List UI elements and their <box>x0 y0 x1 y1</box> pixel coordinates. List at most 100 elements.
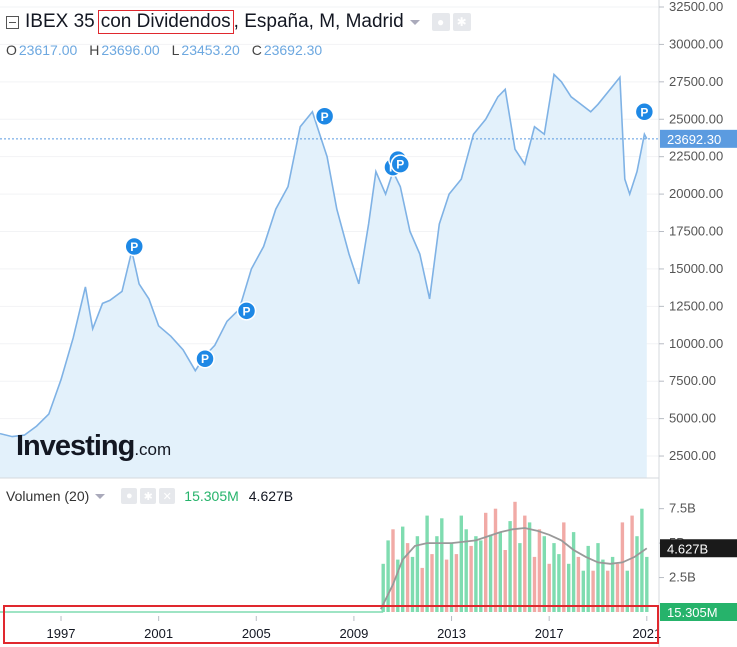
x-tick-label: 2017 <box>535 626 564 641</box>
volume-bar <box>523 515 527 612</box>
price-axis[interactable]: 2500.00 5000.00 7500.00 10000.00 12500.00 150… <box>659 0 723 463</box>
gear-icon[interactable]: ✱ <box>140 488 157 504</box>
volume-bar <box>606 570 610 612</box>
volume-bar <box>449 543 454 612</box>
last-price-badge: 23692.30 <box>667 132 721 147</box>
volume-bar <box>425 515 429 612</box>
x-tick-label: 2021 <box>632 626 661 641</box>
eye-icon[interactable]: ● <box>431 13 450 31</box>
x-tick-label: 1997 <box>47 626 76 641</box>
eye-icon[interactable]: ● <box>121 488 138 504</box>
volume-bar <box>513 501 517 612</box>
dividend-marker-label: P <box>640 105 648 119</box>
volume-bar <box>547 563 551 612</box>
volume-bar <box>498 532 502 612</box>
volume-bar <box>503 550 507 612</box>
last-price-badge-bg <box>660 129 737 148</box>
time-axis-highlight-box <box>3 605 659 644</box>
dividend-marker-label: P <box>201 352 209 366</box>
volume-title: Volumen (20) <box>6 488 90 504</box>
dividend-marker <box>195 348 215 369</box>
volume-ma-badge: 4.627B <box>667 541 708 556</box>
volume-bar <box>591 570 595 612</box>
volume-bar <box>508 521 512 612</box>
volume-bar <box>459 515 463 612</box>
volume-last-badge: 15.305M <box>667 605 718 620</box>
y-tick-label: 22500.00 <box>669 149 723 164</box>
price-line <box>0 72 648 438</box>
close-icon[interactable]: ✕ <box>159 488 176 504</box>
volume-ma-value: 4.627B <box>248 488 294 504</box>
volume-bar <box>645 556 649 612</box>
volume-bar <box>635 536 639 612</box>
dividend-marker <box>236 301 257 321</box>
y-tick-label: 27500.00 <box>669 74 723 89</box>
chevron-down-icon[interactable] <box>409 19 420 25</box>
dividend-marker-label: P <box>243 304 251 318</box>
dividend-marker <box>634 102 655 122</box>
volume-bar <box>381 563 385 612</box>
ohlc-open-label: O <box>6 42 17 58</box>
volume-bar <box>615 563 620 612</box>
investing-logo: Investing.com <box>16 430 171 463</box>
y-tick-label: 32500.00 <box>669 0 723 14</box>
volume-bar <box>596 543 600 612</box>
volume-bar <box>386 540 390 612</box>
volume-bar <box>571 532 576 612</box>
dividend-markers: PPPPPPPP <box>124 102 655 369</box>
symbol-header: IBEX 35 con Dividendos , España, M, Madr… <box>6 10 474 34</box>
x-tick-label: 2005 <box>242 626 271 641</box>
volume-bar <box>464 529 468 612</box>
ohlc-close-label: C <box>251 42 262 58</box>
volume-bar <box>391 529 395 612</box>
volume-bar <box>396 559 400 612</box>
symbol-title-highlight: con Dividendos <box>97 10 234 34</box>
x-tick-label: 2013 <box>437 626 466 641</box>
time-axis[interactable]: 1997 2001 2005 2009 2013 2017 2021 <box>47 616 662 641</box>
volume-bar <box>601 559 605 612</box>
ohlc-high-label: H <box>89 42 100 58</box>
volume-bar <box>532 556 537 612</box>
dividend-marker <box>390 154 411 174</box>
ohlc-high-value: 23696.00 <box>101 42 160 58</box>
y-tick-label: 17500.00 <box>669 224 723 239</box>
volume-bar <box>488 534 493 612</box>
volume-bar <box>625 570 629 612</box>
volume-bar <box>410 556 415 612</box>
volume-bars <box>0 501 649 613</box>
volume-bar <box>518 543 522 612</box>
collapse-icon[interactable] <box>6 15 19 29</box>
volume-bar <box>440 518 444 612</box>
volume-value: 15.305M <box>184 488 239 504</box>
ohlc-low-value: 23453.20 <box>181 42 240 58</box>
volume-bar <box>405 543 410 612</box>
volume-ma-line <box>379 527 648 610</box>
price-area <box>0 74 647 479</box>
ohlc-legend: O 23617.00 H 23696.00 L 23453.20 C 23692.30 <box>6 42 330 58</box>
volume-ma-badge-bg <box>660 539 737 558</box>
volume-bar <box>401 526 405 612</box>
x-tick-label: 2009 <box>339 626 368 641</box>
volume-bar <box>640 508 644 612</box>
volume-bar <box>586 545 590 612</box>
volume-bar <box>415 536 420 612</box>
volume-bar <box>474 536 478 612</box>
axis-badges: 23692.30 4.627B 15.305M <box>660 129 737 621</box>
gear-icon[interactable]: ✱ <box>452 13 471 31</box>
volume-bar <box>557 554 561 612</box>
volume-bar <box>479 540 483 612</box>
ohlc-close-value: 23692.30 <box>263 42 323 58</box>
y-tick-label: 5000.00 <box>669 411 716 426</box>
volume-bar <box>537 529 542 612</box>
chevron-down-icon[interactable] <box>95 493 106 499</box>
symbol-title: IBEX 35 <box>25 11 95 32</box>
volume-bar <box>567 563 571 612</box>
dividend-marker <box>314 106 335 127</box>
dividend-marker <box>124 236 144 257</box>
volume-bar <box>581 570 585 612</box>
volume-bar <box>469 545 473 612</box>
volume-bar <box>484 512 488 612</box>
logo-suffix: .com <box>134 440 172 459</box>
dividend-marker-label: P <box>396 158 404 172</box>
